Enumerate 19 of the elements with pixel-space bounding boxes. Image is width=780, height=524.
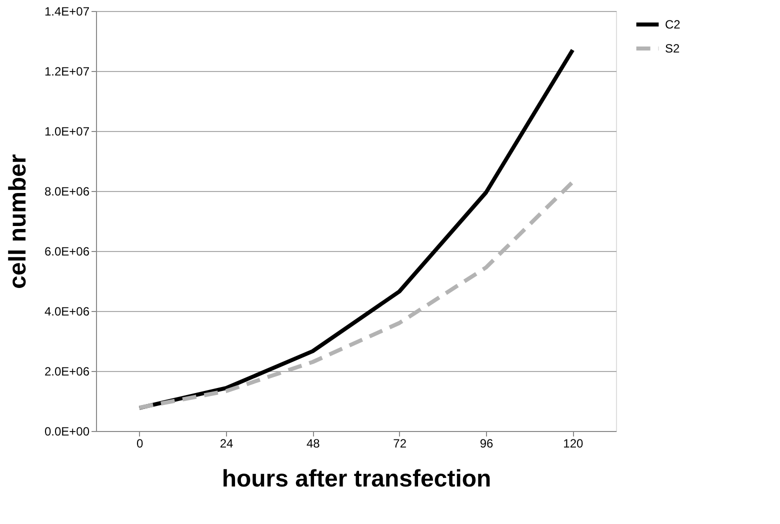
y-axis-title: cell number (4, 154, 32, 289)
x-tick-label: 120 (563, 436, 584, 450)
x-tick-label: 24 (220, 436, 234, 450)
y-tick-label: 1.4E+07 (44, 4, 90, 18)
y-tick-label: 0.0E+00 (44, 424, 90, 438)
y-tick-label: 2.0E+06 (44, 364, 90, 378)
y-tick-label: 1.0E+07 (44, 124, 90, 138)
line-series (137, 48, 575, 410)
legend-label: C2 (665, 18, 681, 32)
y-tick-label: 4.0E+06 (44, 304, 90, 318)
y-tick-label: 6.0E+06 (44, 244, 90, 258)
x-tick-label: 0 (136, 436, 144, 450)
legend-label: S2 (665, 42, 680, 56)
y-tick-label: 8.0E+06 (44, 184, 90, 198)
x-tick-label: 48 (306, 436, 320, 450)
y-tick-label: 1.2E+07 (44, 64, 90, 78)
x-axis-title: hours after transfection (222, 466, 492, 492)
x-tick-label: 72 (393, 436, 407, 450)
x-tick-label: 96 (480, 436, 494, 450)
